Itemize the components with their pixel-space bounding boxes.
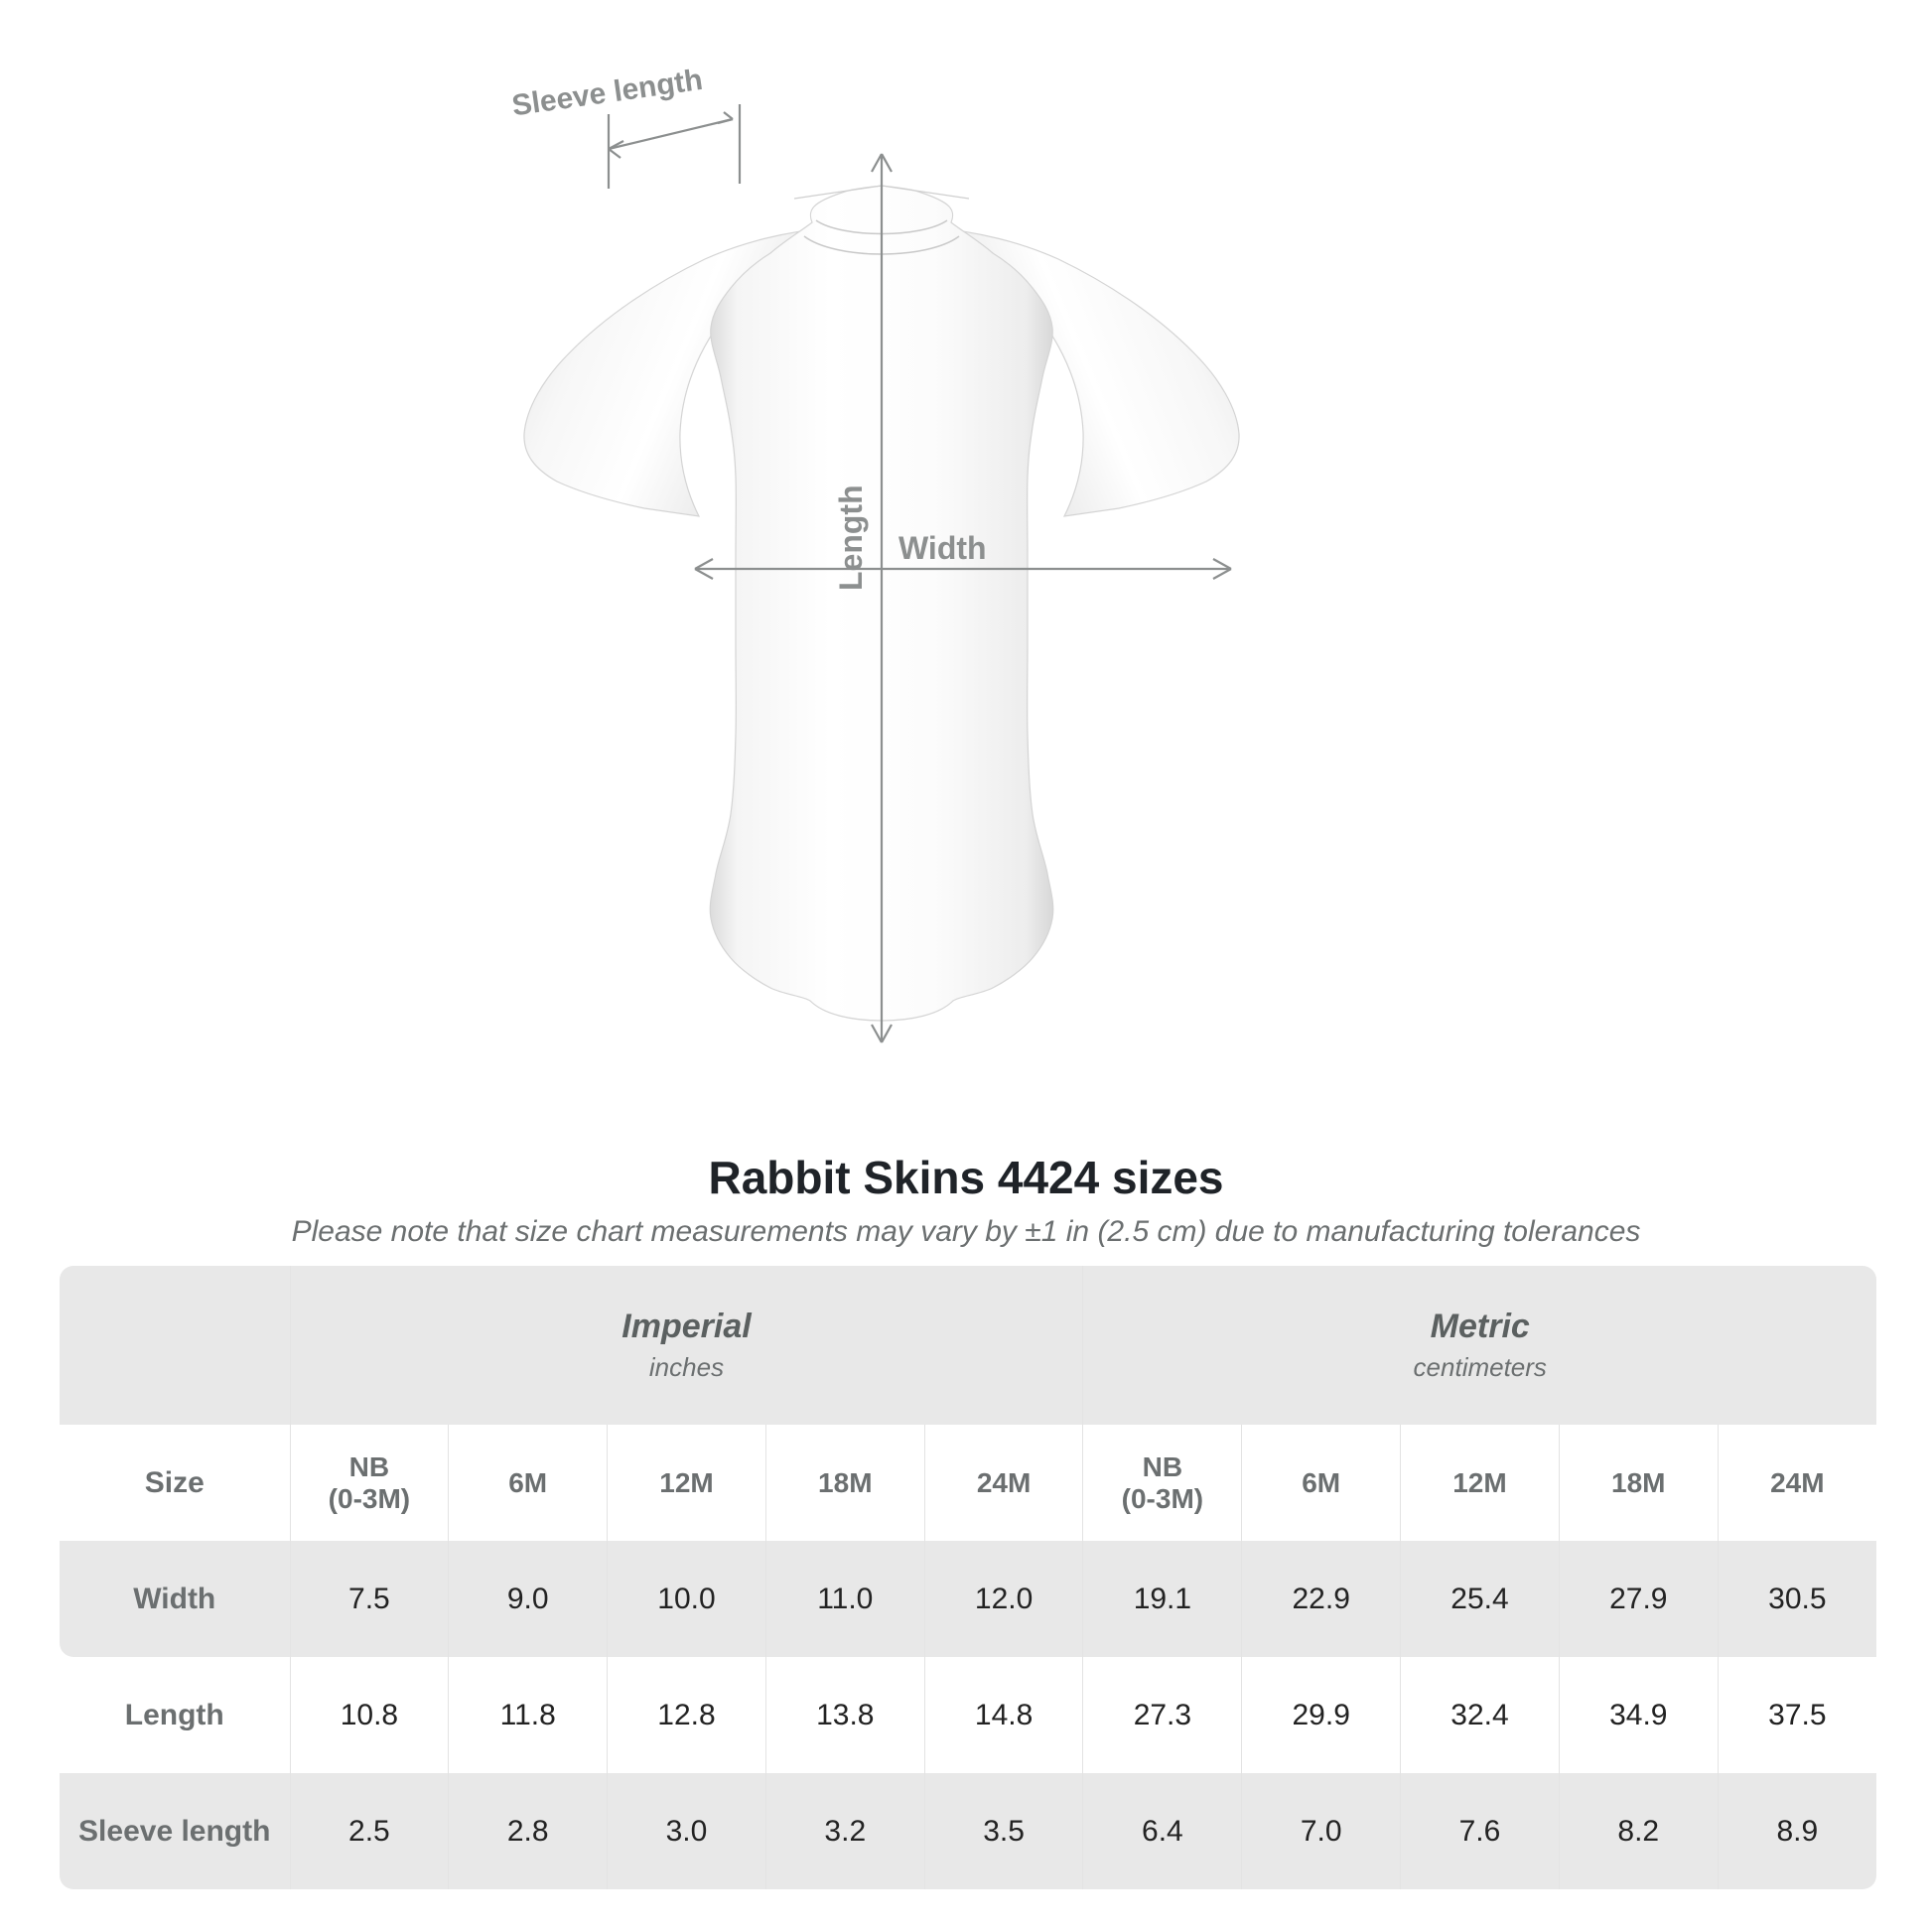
svg-text:Sleeve length: Sleeve length — [510, 64, 705, 123]
svg-text:Please note that size chart me: Please note that size chart measurements… — [292, 1215, 1641, 1248]
svg-text:Rabbit Skins 4424 sizes: Rabbit Skins 4424 sizes — [708, 1152, 1223, 1203]
svg-text:Length: Length — [833, 484, 869, 591]
svg-text:Width: Width — [898, 530, 987, 566]
